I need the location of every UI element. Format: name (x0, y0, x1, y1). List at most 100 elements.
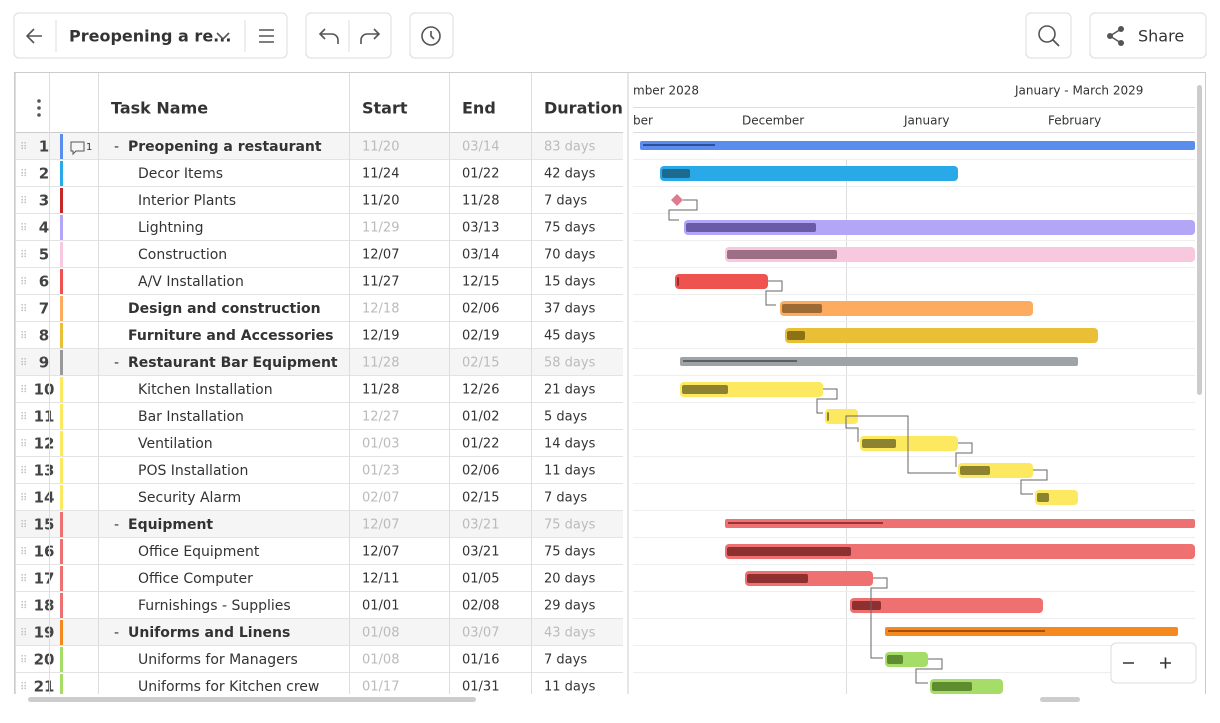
task-row[interactable]: ⠿ 3 Interior Plants 11/20 11/28 7 days (15, 188, 1195, 214)
task-name[interactable]: Construction (138, 247, 227, 263)
collapse-toggle[interactable]: - (114, 355, 119, 371)
task-name[interactable]: Lightning (138, 220, 203, 236)
task-row[interactable]: ⠿ 19 - Uniforms and Linens 01/08 03/07 43 days (15, 619, 1195, 646)
task-name[interactable]: Security Alarm (138, 490, 241, 506)
row-color (60, 134, 63, 159)
drag-handle: ⠿ (20, 277, 26, 288)
task-row[interactable]: ⠿ 10 Kitchen Installation 11/28 12/26 21 days (15, 377, 1195, 403)
row-color (60, 458, 63, 483)
task-name[interactable]: Office Computer (138, 571, 253, 587)
task-row[interactable]: ⠿ 5 Construction 12/07 03/14 70 days (15, 242, 1195, 268)
summary-bar[interactable] (640, 141, 1195, 150)
task-name[interactable]: Bar Installation (138, 409, 244, 425)
milestone[interactable] (671, 194, 683, 206)
row-id: 12 (34, 435, 55, 453)
back-icon[interactable] (25, 28, 42, 44)
task-row[interactable]: ⠿ 9 - Restaurant Bar Equipment 11/28 02/15 58 … (15, 349, 1195, 376)
task-name[interactable]: Restaurant Bar Equipment (128, 355, 338, 371)
row-color (60, 593, 63, 618)
drag-handle: ⠿ (20, 601, 26, 612)
task-row[interactable]: ⠿ 11 Bar Installation 12/27 01/02 5 days (15, 404, 1195, 430)
task-name[interactable]: Interior Plants (138, 193, 236, 209)
header-end[interactable]: End (462, 99, 496, 118)
scrollbar[interactable] (1040, 697, 1080, 702)
task-row[interactable]: ⠿ 17 Office Computer 12/11 01/05 20 days (15, 566, 1195, 592)
drag-handle: ⠿ (20, 682, 26, 693)
task-bar[interactable] (725, 247, 1195, 262)
task-bar[interactable] (825, 409, 858, 424)
task-name[interactable]: Ventilation (138, 436, 213, 452)
start-date: 12/07 (362, 248, 399, 263)
task-name[interactable]: Kitchen Installation (138, 382, 273, 398)
summary-bar[interactable] (725, 519, 1195, 528)
task-name[interactable]: A/V Installation (138, 274, 244, 290)
drag-handle: ⠿ (20, 385, 26, 396)
start-date: 11/29 (362, 221, 399, 236)
collapse-toggle[interactable]: - (114, 139, 119, 155)
task-name[interactable]: Uniforms and Linens (128, 625, 290, 641)
end-date: 12/15 (462, 275, 499, 290)
task-name[interactable]: Equipment (128, 517, 213, 533)
header-duration[interactable]: Duration (544, 99, 623, 118)
row-id: 5 (39, 246, 49, 264)
task-name[interactable]: Uniforms for Managers (138, 652, 298, 668)
end-date: 03/14 (462, 140, 499, 155)
summary-bar[interactable] (680, 357, 1078, 366)
dropdown-icon[interactable] (216, 32, 230, 41)
share-button[interactable] (1089, 12, 1207, 59)
duration: 70 days (544, 248, 596, 263)
row-id: 14 (34, 489, 55, 507)
end-date: 02/19 (462, 329, 499, 344)
drag-handle: ⠿ (20, 439, 26, 450)
task-row[interactable]: ⠿ 20 Uniforms for Managers 01/08 01/16 7 days (15, 647, 1195, 673)
collapse-toggle[interactable]: - (114, 625, 119, 641)
task-row[interactable]: ⠿ 14 Security Alarm 02/07 02/15 7 days (15, 485, 1195, 511)
duration: 43 days (544, 626, 596, 641)
zoom-controls (1110, 642, 1197, 684)
task-row[interactable]: ⠿ 8 Furniture and Accessories 12/19 02/19 45 … (15, 323, 1195, 349)
zoom-fit[interactable] (1025, 12, 1072, 59)
task-name[interactable]: Design and construction (128, 301, 321, 317)
comment-icon[interactable] (70, 141, 85, 156)
task-row[interactable]: ⠿ 4 Lightning 11/29 03/13 75 days (15, 215, 1195, 241)
task-row[interactable]: ⠿ 2 Decor Items 11/24 01/22 42 days (15, 161, 1195, 187)
task-name[interactable]: Furnishings - Supplies (138, 598, 291, 614)
header-task[interactable]: Task Name (111, 99, 208, 118)
share-label[interactable]: Share (1138, 27, 1184, 46)
task-row[interactable]: ⠿ 6 A/V Installation 11/27 12/15 15 days (15, 269, 1195, 295)
task-row[interactable]: ⠿ 1 - Preopening a restaurant 11/20 03/14 83 d… (15, 133, 1195, 160)
task-name[interactable]: Preopening a restaurant (128, 139, 322, 155)
task-name[interactable]: Decor Items (138, 166, 223, 182)
project-title[interactable]: Preopening a re... (69, 27, 231, 46)
end-date: 02/06 (462, 302, 499, 317)
task-name[interactable]: Furniture and Accessories (128, 328, 334, 344)
task-bar[interactable] (850, 598, 1043, 613)
title-group[interactable] (13, 12, 288, 59)
task-bar[interactable] (660, 166, 958, 181)
undo[interactable] (318, 28, 339, 44)
task-name[interactable]: Uniforms for Kitchen crew (138, 679, 319, 695)
scrollbar[interactable] (28, 697, 476, 702)
dependency (915, 658, 943, 684)
task-row[interactable]: ⠿ 7 Design and construction 12/18 02/06 37 da… (15, 296, 1195, 322)
row-id: 13 (34, 462, 55, 480)
menu-icon[interactable] (259, 29, 274, 43)
task-row[interactable]: ⠿ 12 Ventilation 01/03 01/22 14 days (15, 431, 1195, 457)
task-name[interactable]: POS Installation (138, 463, 248, 479)
header-start[interactable]: Start (362, 99, 408, 118)
end-date: 03/21 (462, 545, 499, 560)
task-bar[interactable] (780, 301, 1033, 316)
task-row[interactable]: ⠿ 18 Furnishings - Supplies 01/01 02/08 29 da… (15, 593, 1195, 619)
row-id: 11 (34, 408, 55, 426)
row-color (60, 161, 63, 186)
task-row[interactable]: ⠿ 15 - Equipment 12/07 03/21 75 days (15, 511, 1195, 538)
redo[interactable] (360, 28, 381, 44)
row-color (60, 647, 63, 672)
task-bar[interactable] (675, 274, 768, 289)
task-name[interactable]: Office Equipment (138, 544, 260, 560)
duration: 20 days (544, 572, 596, 587)
scrollbar[interactable] (1197, 85, 1202, 395)
zoom-buttons[interactable] (1123, 657, 1171, 669)
task-bar[interactable] (785, 328, 1098, 343)
collapse-toggle[interactable]: - (114, 517, 119, 533)
